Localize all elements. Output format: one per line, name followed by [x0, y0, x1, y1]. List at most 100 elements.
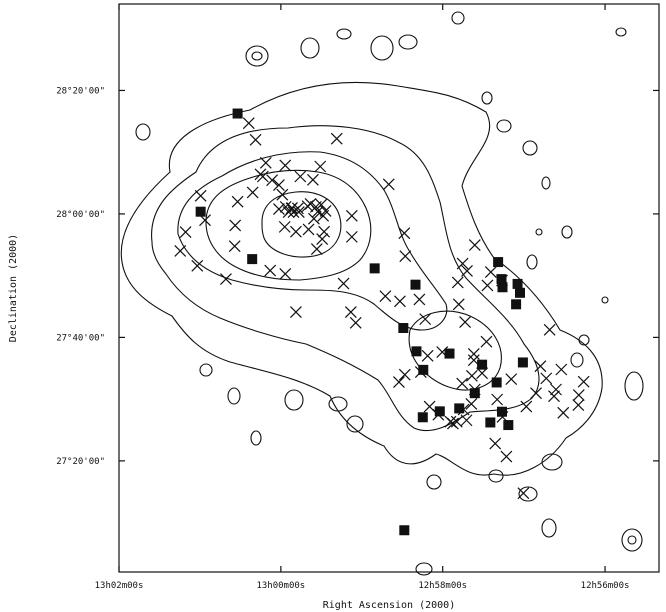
cross-marker [272, 203, 285, 216]
contour-level-6 [408, 310, 502, 391]
contour-level-2 [151, 125, 540, 432]
contour-island [426, 474, 442, 490]
contour-island [227, 387, 241, 405]
square-marker [195, 206, 206, 217]
cross-marker [291, 202, 304, 215]
square-marker [410, 279, 421, 290]
cross-marker [468, 239, 481, 251]
contour-map [120, 11, 644, 576]
cross-marker [307, 173, 319, 186]
cross-marker [256, 170, 269, 183]
cross-marker [379, 290, 392, 303]
cross-marker [398, 227, 411, 240]
square-marker [247, 254, 258, 265]
cross-marker [246, 186, 259, 199]
square-marker [434, 406, 445, 417]
cross-marker [272, 179, 285, 191]
plot-frame [118, 3, 660, 573]
square-marker [517, 357, 528, 368]
cross-marker [294, 170, 307, 183]
square-marker [512, 278, 523, 289]
y-axis-label: Declination (2000) [8, 234, 19, 342]
square-marker [497, 406, 508, 417]
square-marker [477, 359, 488, 370]
cross-marker [484, 266, 497, 278]
contour-island [541, 453, 563, 471]
cross-marker [292, 206, 305, 218]
y-tick-label: 27°20'00" [56, 457, 105, 467]
cross-marker [278, 220, 291, 233]
cross-marker [276, 188, 289, 201]
contour-island [370, 35, 394, 61]
contour-island [496, 119, 512, 133]
contour-island [578, 334, 590, 346]
cross-marker [349, 316, 362, 329]
cross-marker [289, 306, 302, 319]
y-tick-label: 27°40'00" [56, 333, 105, 343]
contour-island [328, 396, 348, 412]
square-marker [493, 257, 504, 268]
cross-marker [307, 212, 320, 225]
cross-marker [285, 202, 298, 215]
cross-marker [555, 363, 568, 376]
cross-marker [314, 160, 327, 173]
cross-marker [480, 335, 493, 348]
contour-level-5 [261, 191, 342, 258]
x-tick-label: 13h02m00s [95, 581, 144, 591]
cross-marker [451, 276, 464, 289]
contour-island [615, 27, 627, 37]
square-marker [398, 323, 409, 334]
cross-marker [194, 189, 207, 202]
cross-marker [550, 383, 562, 396]
contour-island [250, 430, 262, 446]
y-tick-label: 28°00'00" [56, 210, 105, 220]
cross-marker [481, 279, 494, 292]
cross-marker [413, 293, 426, 306]
x-tick-label: 12h56m00s [581, 581, 630, 591]
cross-marker [398, 368, 411, 381]
contour-island [199, 363, 213, 377]
cross-marker [517, 487, 530, 500]
cross-marker [310, 243, 323, 256]
cross-marker [465, 398, 478, 410]
cross-marker [505, 373, 518, 386]
cross-marker [259, 156, 272, 169]
contour-island [346, 415, 364, 433]
cross-marker [179, 226, 192, 238]
cross-marker [459, 316, 471, 329]
contour-island [451, 11, 465, 25]
contour-island [526, 254, 538, 270]
cross-marker [500, 450, 513, 463]
square-marker [469, 388, 480, 399]
cross-marker [382, 178, 395, 191]
x-axis-label: Right Ascension (2000) [323, 600, 455, 611]
contour-island [135, 123, 151, 141]
cross-marker [460, 414, 473, 427]
cross-marker [450, 415, 463, 428]
square-marker [511, 299, 522, 310]
y-tick-group: 28°20'00" 28°00'00" 27°40'00" 27°20'00" [56, 86, 659, 467]
cross-marker [467, 348, 480, 360]
contour-island [336, 28, 352, 40]
square-marker [491, 377, 502, 388]
square-marker [232, 108, 243, 119]
cross-marker [266, 174, 279, 187]
contour-level-4 [205, 169, 372, 281]
cross-marker [393, 376, 405, 389]
cross-marker [191, 259, 204, 272]
cross-marker [572, 399, 585, 411]
cross-marker [520, 400, 533, 413]
cross-marker [399, 250, 412, 263]
square-marker [514, 287, 525, 298]
cross-marker [491, 393, 504, 406]
contour-island [518, 486, 538, 502]
contour-island [601, 296, 609, 304]
cross-marker [534, 360, 547, 373]
cross-marker [337, 277, 350, 290]
contour-island [624, 371, 644, 401]
cross-marker [289, 225, 302, 238]
square-marker [418, 364, 429, 375]
contour-island [522, 140, 538, 156]
cross-marker [345, 209, 358, 222]
